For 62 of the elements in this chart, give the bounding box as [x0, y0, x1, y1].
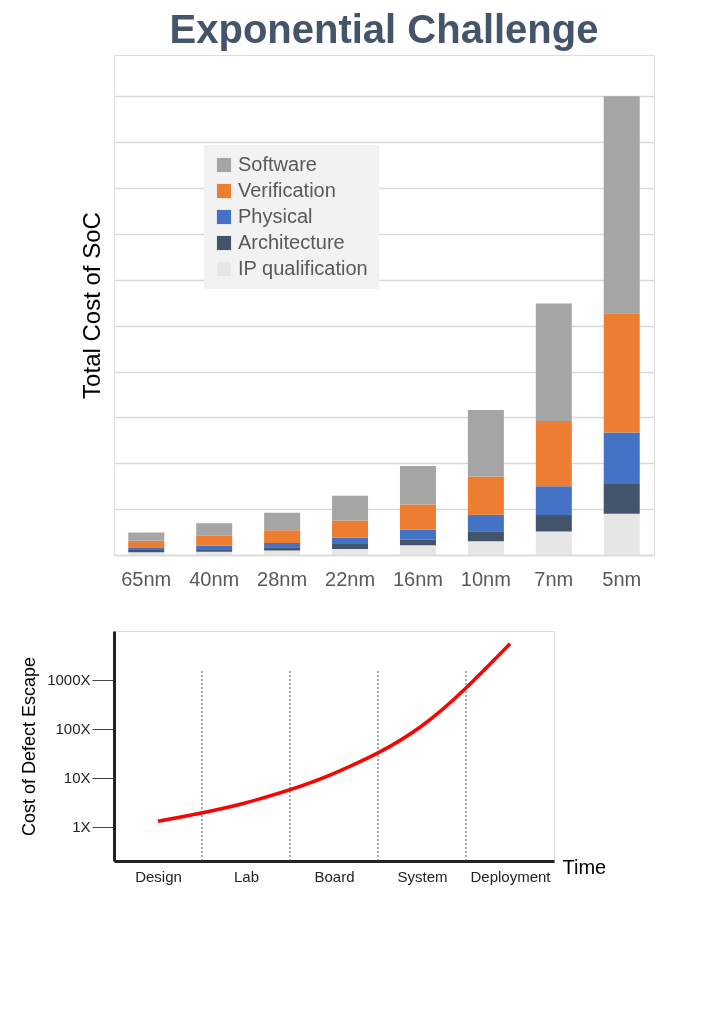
x-tick-label: 5nm	[602, 567, 642, 590]
legend-label: Architecture	[238, 231, 345, 253]
bar	[332, 543, 369, 550]
legend-label: Verification	[238, 179, 336, 201]
y-axis-title: Cost of Defect Escape	[19, 656, 40, 837]
x-tick-label: 40nm	[189, 567, 240, 590]
bar	[603, 96, 640, 314]
x-tick-label: Design	[135, 867, 182, 885]
bar	[264, 547, 301, 551]
legend-label: Physical	[238, 205, 313, 227]
bar	[535, 486, 572, 516]
bar	[196, 535, 233, 546]
bar	[467, 541, 504, 555]
bar	[535, 515, 572, 532]
chart-title: Exponential Challenge	[169, 7, 599, 51]
x-tick-label: 22nm	[325, 567, 376, 590]
bar	[535, 303, 572, 422]
bar	[264, 543, 301, 548]
x-tick-label: 7nm	[534, 567, 574, 590]
bar	[603, 432, 640, 484]
bar	[467, 531, 504, 542]
x-tick-label: 10nm	[460, 567, 511, 590]
bar	[399, 466, 436, 505]
bar	[332, 537, 369, 544]
bar	[264, 550, 301, 555]
bar	[196, 523, 233, 536]
bar	[196, 545, 233, 550]
bar	[264, 512, 301, 531]
bar	[399, 539, 436, 546]
bar	[467, 514, 504, 532]
bar	[332, 549, 369, 555]
bar	[467, 410, 504, 477]
y-axis-title: Total Cost of SoC	[77, 212, 105, 399]
legend-label: IP qualification	[238, 257, 368, 279]
bar	[128, 532, 165, 541]
bar	[264, 530, 301, 544]
bar	[332, 495, 369, 521]
y-tick-label: 10X	[63, 769, 91, 787]
y-tick-label: 1000X	[47, 671, 91, 689]
bar	[399, 545, 436, 555]
x-tick-label: 16nm	[392, 567, 443, 590]
bar	[399, 529, 436, 540]
legend-label: Software	[238, 153, 317, 175]
bar	[332, 520, 369, 538]
x-tick-label: System	[397, 867, 448, 885]
y-tick-label: 1X	[72, 818, 91, 836]
x-tick-label: Board	[314, 867, 355, 885]
bar	[467, 476, 504, 515]
x-axis-title: Time	[562, 855, 607, 878]
bar	[128, 540, 165, 549]
bar	[603, 513, 640, 555]
bar	[535, 531, 572, 555]
x-tick-label: Lab	[233, 867, 260, 885]
x-tick-label: Deployment	[470, 867, 552, 885]
bar	[603, 313, 640, 433]
line-series	[156, 641, 512, 823]
y-tick-label: 100X	[55, 720, 91, 738]
bar	[399, 504, 436, 530]
bar	[535, 421, 572, 487]
bar	[603, 483, 640, 514]
x-tick-label: 28nm	[257, 567, 308, 590]
x-tick-label: 65nm	[121, 567, 172, 590]
